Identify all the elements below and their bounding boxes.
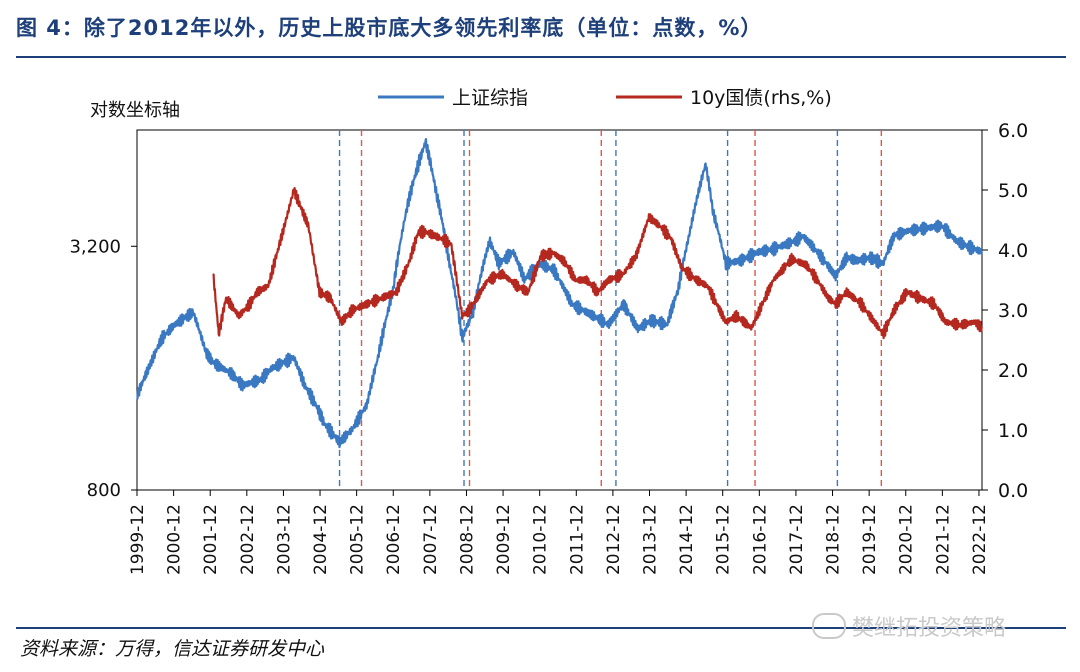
x-tick-label-0: 1999-12 bbox=[128, 504, 148, 575]
right-tick-label-3: 3.0 bbox=[998, 300, 1028, 322]
legend-label-1: 10y国债(rhs,%) bbox=[690, 87, 832, 109]
x-tick-label-2: 2001-12 bbox=[201, 504, 221, 575]
right-tick-label-4: 4.0 bbox=[998, 240, 1028, 262]
x-tick-label-6: 2005-12 bbox=[348, 504, 368, 575]
x-tick-label-1: 2000-12 bbox=[165, 504, 185, 575]
series-line-0 bbox=[136, 138, 984, 449]
x-tick-label-10: 2009-12 bbox=[494, 504, 514, 575]
x-tick-label-14: 2013-12 bbox=[640, 504, 660, 575]
legend-label-0: 上证综指 bbox=[452, 87, 528, 109]
right-tick-label-6: 6.0 bbox=[998, 120, 1028, 142]
left-tick-label-0: 800 bbox=[87, 480, 121, 501]
x-tick-label-19: 2018-12 bbox=[824, 504, 844, 575]
x-tick-label-21: 2020-12 bbox=[897, 504, 917, 575]
x-tick-label-20: 2019-12 bbox=[860, 504, 880, 575]
source-note: 资料来源：万得，信达证券研发中心 bbox=[20, 638, 325, 660]
watermark: 樊继拓投资策略 bbox=[812, 610, 1006, 642]
left-tick-label-1: 3,200 bbox=[69, 236, 121, 257]
right-tick-label-5: 5.0 bbox=[998, 180, 1028, 202]
wechat-icon bbox=[812, 613, 846, 639]
x-tick-label-12: 2011-12 bbox=[567, 504, 587, 575]
chart-title: 图 4：除了2012年以外，历史上股市底大多领先利率底（单位：点数，%） bbox=[16, 16, 763, 40]
right-tick-label-0: 0.0 bbox=[998, 480, 1028, 502]
x-tick-label-11: 2010-12 bbox=[531, 504, 551, 575]
x-tick-label-22: 2021-12 bbox=[933, 504, 953, 575]
x-tick-label-4: 2003-12 bbox=[274, 504, 294, 575]
x-tick-label-7: 2006-12 bbox=[384, 504, 404, 575]
x-tick-label-18: 2017-12 bbox=[787, 504, 807, 575]
x-tick-label-23: 2022-12 bbox=[970, 504, 990, 575]
x-tick-label-16: 2015-12 bbox=[714, 504, 734, 575]
x-tick-label-17: 2016-12 bbox=[750, 504, 770, 575]
x-tick-label-9: 2008-12 bbox=[457, 504, 477, 575]
x-tick-label-13: 2012-12 bbox=[604, 504, 624, 575]
chart-canvas: 800 3,200 0.0 1.0 2.0 3.0 4.0 5.0 6.0 对数坐标轴 1999-1… bbox=[69, 87, 1028, 575]
title-underline bbox=[16, 56, 1066, 58]
right-tick-label-2: 2.0 bbox=[998, 360, 1028, 382]
x-tick-label-3: 2002-12 bbox=[238, 504, 258, 575]
source-divider bbox=[16, 627, 1066, 629]
x-tick-label-8: 2007-12 bbox=[421, 504, 441, 575]
plot-area bbox=[136, 129, 983, 491]
right-tick-label-1: 1.0 bbox=[998, 420, 1028, 442]
y-axis-label: 对数坐标轴 bbox=[90, 100, 180, 121]
x-tick-label-5: 2004-12 bbox=[311, 504, 331, 575]
series-line-1 bbox=[212, 187, 983, 340]
x-tick-label-15: 2014-12 bbox=[677, 504, 697, 575]
watermark-label: 樊继拓投资策略 bbox=[852, 616, 1007, 641]
